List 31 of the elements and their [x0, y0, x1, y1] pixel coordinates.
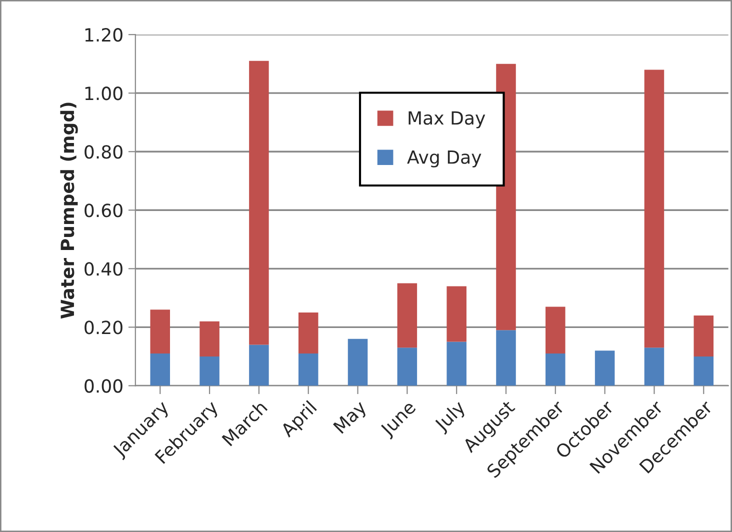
bar — [249, 60, 269, 345]
bar — [200, 321, 220, 356]
bar — [546, 354, 566, 386]
bar — [298, 312, 318, 354]
bar — [200, 356, 220, 386]
bar — [397, 348, 418, 386]
bar — [446, 286, 466, 342]
bar — [644, 70, 664, 348]
y-axis-title: Water Pumped (mgd) — [60, 102, 78, 319]
bar — [694, 356, 714, 386]
bar — [348, 338, 368, 386]
legend-label: Avg Day — [407, 150, 482, 168]
y-tick-label: 0.80 — [84, 145, 122, 159]
y-tick-label: 0.40 — [84, 262, 122, 276]
bar — [150, 354, 170, 386]
bar — [644, 348, 664, 386]
y-tick-label: 1.20 — [85, 28, 122, 42]
bar — [546, 306, 566, 354]
bar — [496, 330, 516, 386]
bar — [594, 350, 615, 386]
y-tick-label: 1.00 — [85, 86, 122, 100]
bar — [298, 354, 318, 386]
y-tick-label: 0.60 — [84, 204, 122, 218]
y-tick-label: 0.00 — [84, 379, 122, 393]
bar — [150, 310, 170, 354]
legend-label: Max Day — [408, 111, 486, 128]
bar — [446, 342, 466, 386]
y-tick-label: 0.20 — [84, 320, 122, 334]
bar — [694, 315, 714, 356]
bar — [397, 283, 418, 348]
bar — [249, 344, 269, 386]
